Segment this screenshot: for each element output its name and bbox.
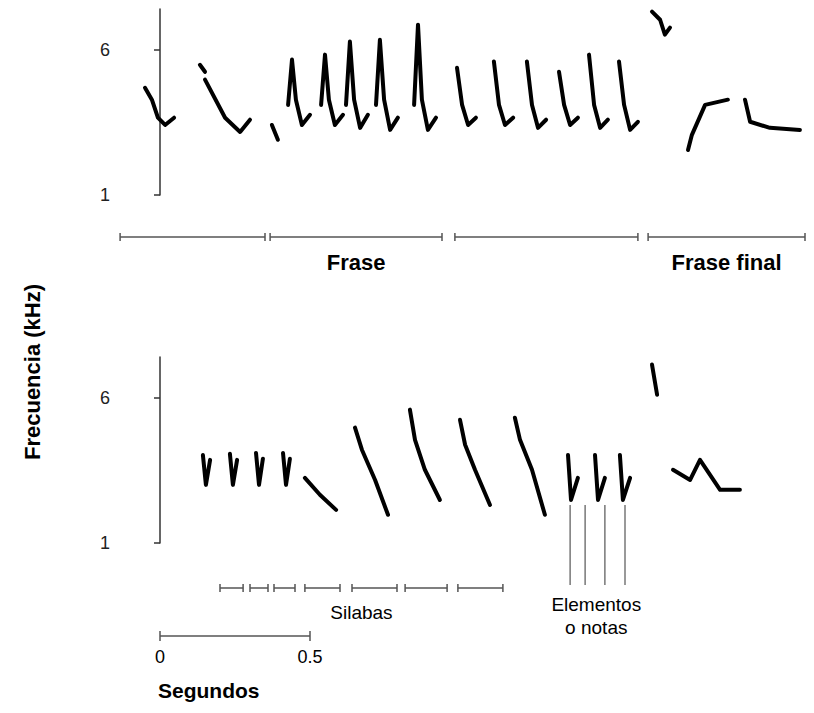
svg-text:6: 6 [100, 388, 110, 408]
svg-text:6: 6 [100, 40, 110, 60]
svg-text:0: 0 [155, 647, 165, 667]
svg-text:0.5: 0.5 [297, 647, 322, 667]
svg-text:Segundos: Segundos [158, 679, 260, 702]
svg-text:1: 1 [100, 533, 110, 553]
svg-text:1: 1 [100, 185, 110, 205]
svg-text:o notas: o notas [565, 617, 627, 638]
svg-text:Frase final: Frase final [672, 250, 782, 275]
svg-text:Frecuencia (kHz): Frecuencia (kHz) [20, 284, 45, 460]
svg-text:Frase: Frase [327, 250, 386, 275]
svg-text:Elementos: Elementos [551, 594, 641, 615]
svg-text:Silabas: Silabas [330, 602, 392, 623]
